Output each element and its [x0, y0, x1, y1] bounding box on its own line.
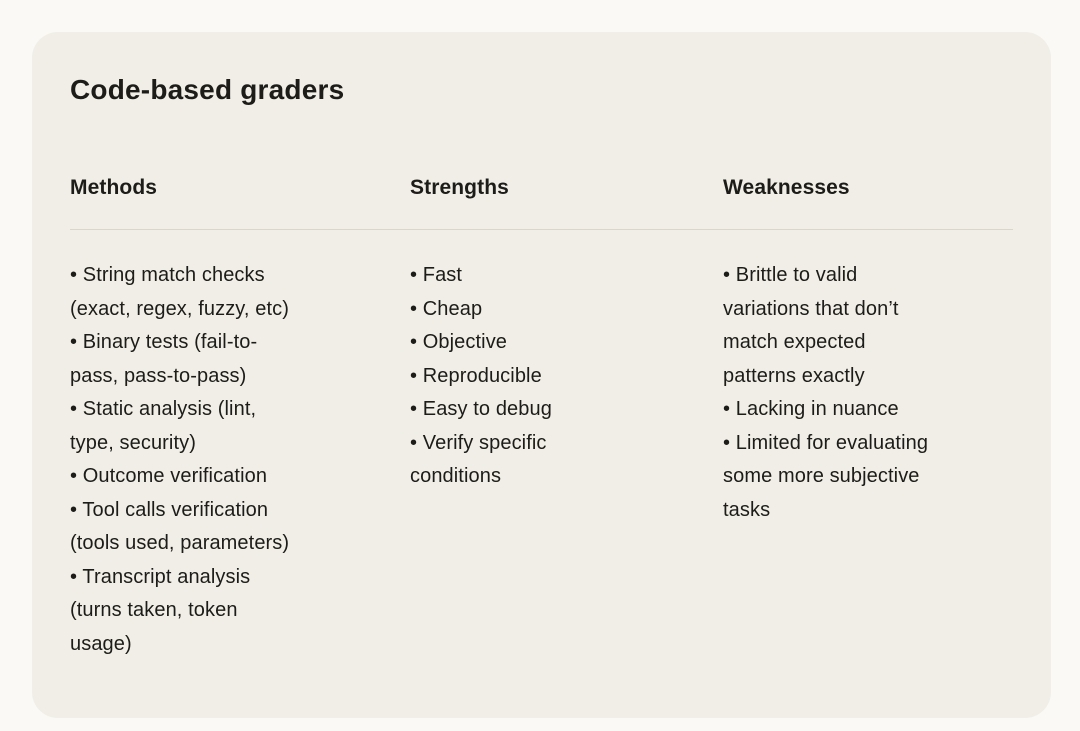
column-header-methods: Methods — [70, 176, 158, 199]
table-header-row: Methods Strengths Weaknesses — [70, 175, 1013, 201]
table-body-row: • String match checks (exact, regex, fuz… — [70, 259, 1013, 661]
card-title: Code-based graders — [70, 74, 345, 105]
header-divider — [70, 229, 1013, 230]
column-header-strengths: Strengths — [410, 176, 509, 199]
code-based-graders-card: Code-based graders Methods Strengths Wea… — [32, 32, 1051, 718]
column-content-weaknesses: • Brittle to valid variations that don’t… — [723, 264, 929, 521]
column-content-methods: • String match checks (exact, regex, fuz… — [70, 264, 290, 655]
column-content-strengths: • Fast • Cheap • Objective • Reproducibl… — [410, 264, 552, 487]
column-header-weaknesses: Weaknesses — [723, 176, 850, 199]
